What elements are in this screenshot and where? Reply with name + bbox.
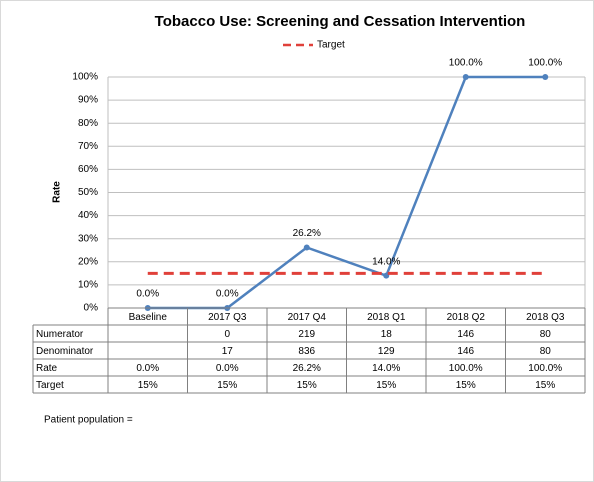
table-cell: 0.0% (216, 363, 239, 374)
table-cell: 146 (457, 346, 474, 357)
table-cell: 0.0% (136, 363, 159, 374)
x-tick-label: 2018 Q2 (447, 312, 486, 323)
x-tick-label: 2017 Q3 (208, 312, 247, 323)
data-label: 100.0% (449, 58, 483, 69)
table-cell: 100.0% (449, 363, 483, 374)
table-cell: 26.2% (293, 363, 321, 374)
data-label: 14.0% (372, 256, 400, 267)
y-tick-label: 40% (78, 210, 98, 221)
x-tick-label: 2017 Q4 (288, 312, 327, 323)
x-tick-label: 2018 Q3 (526, 312, 565, 323)
data-label: 0.0% (136, 289, 159, 300)
table-cell: 15% (456, 380, 476, 391)
row-label: Target (36, 380, 64, 391)
data-label: 26.2% (293, 228, 321, 239)
y-tick-label: 60% (78, 164, 98, 175)
data-label: 100.0% (528, 58, 562, 69)
table-cell: 15% (217, 380, 237, 391)
point (303, 244, 310, 251)
y-tick-label: 100% (72, 72, 98, 83)
table-cell: 219 (298, 329, 315, 340)
table-cell: 80 (540, 329, 552, 340)
table-cell: 836 (298, 346, 315, 357)
chart-title: Tobacco Use: Screening and Cessation Int… (155, 13, 526, 30)
y-tick-label: 50% (78, 187, 98, 198)
row-label: Denominator (36, 346, 94, 357)
y-tick-label: 30% (78, 233, 98, 244)
y-tick-label: 80% (78, 118, 98, 129)
table-cell: 14.0% (372, 363, 400, 374)
y-tick-label: 0% (84, 303, 99, 314)
y-tick-label: 20% (78, 256, 98, 267)
table-cell: 15% (376, 380, 396, 391)
y-tick-label: 90% (78, 95, 98, 106)
x-tick-label: Baseline (129, 312, 168, 323)
y-tick-label: 10% (78, 280, 98, 291)
table-cell: 17 (222, 346, 234, 357)
point (462, 74, 469, 80)
table-cell: 0 (224, 329, 230, 340)
data-label: 0.0% (216, 289, 239, 300)
point (542, 74, 549, 80)
x-tick-label: 2018 Q1 (367, 312, 406, 323)
table-cell: 80 (540, 346, 552, 357)
table-cell: 18 (381, 329, 393, 340)
footer: Patient population = (44, 415, 133, 426)
table-cell: 15% (138, 380, 158, 391)
row-label: Numerator (36, 329, 84, 340)
table-cell: 146 (457, 329, 474, 340)
table-cell: 129 (378, 346, 395, 357)
row-label: Rate (36, 363, 58, 374)
table-cell: 15% (297, 380, 317, 391)
y-axis-label: Rate (52, 181, 63, 203)
y-tick-label: 70% (78, 141, 98, 152)
table-cell: 15% (535, 380, 555, 391)
legend-label: Target (317, 40, 345, 51)
table-cell: 100.0% (528, 363, 562, 374)
